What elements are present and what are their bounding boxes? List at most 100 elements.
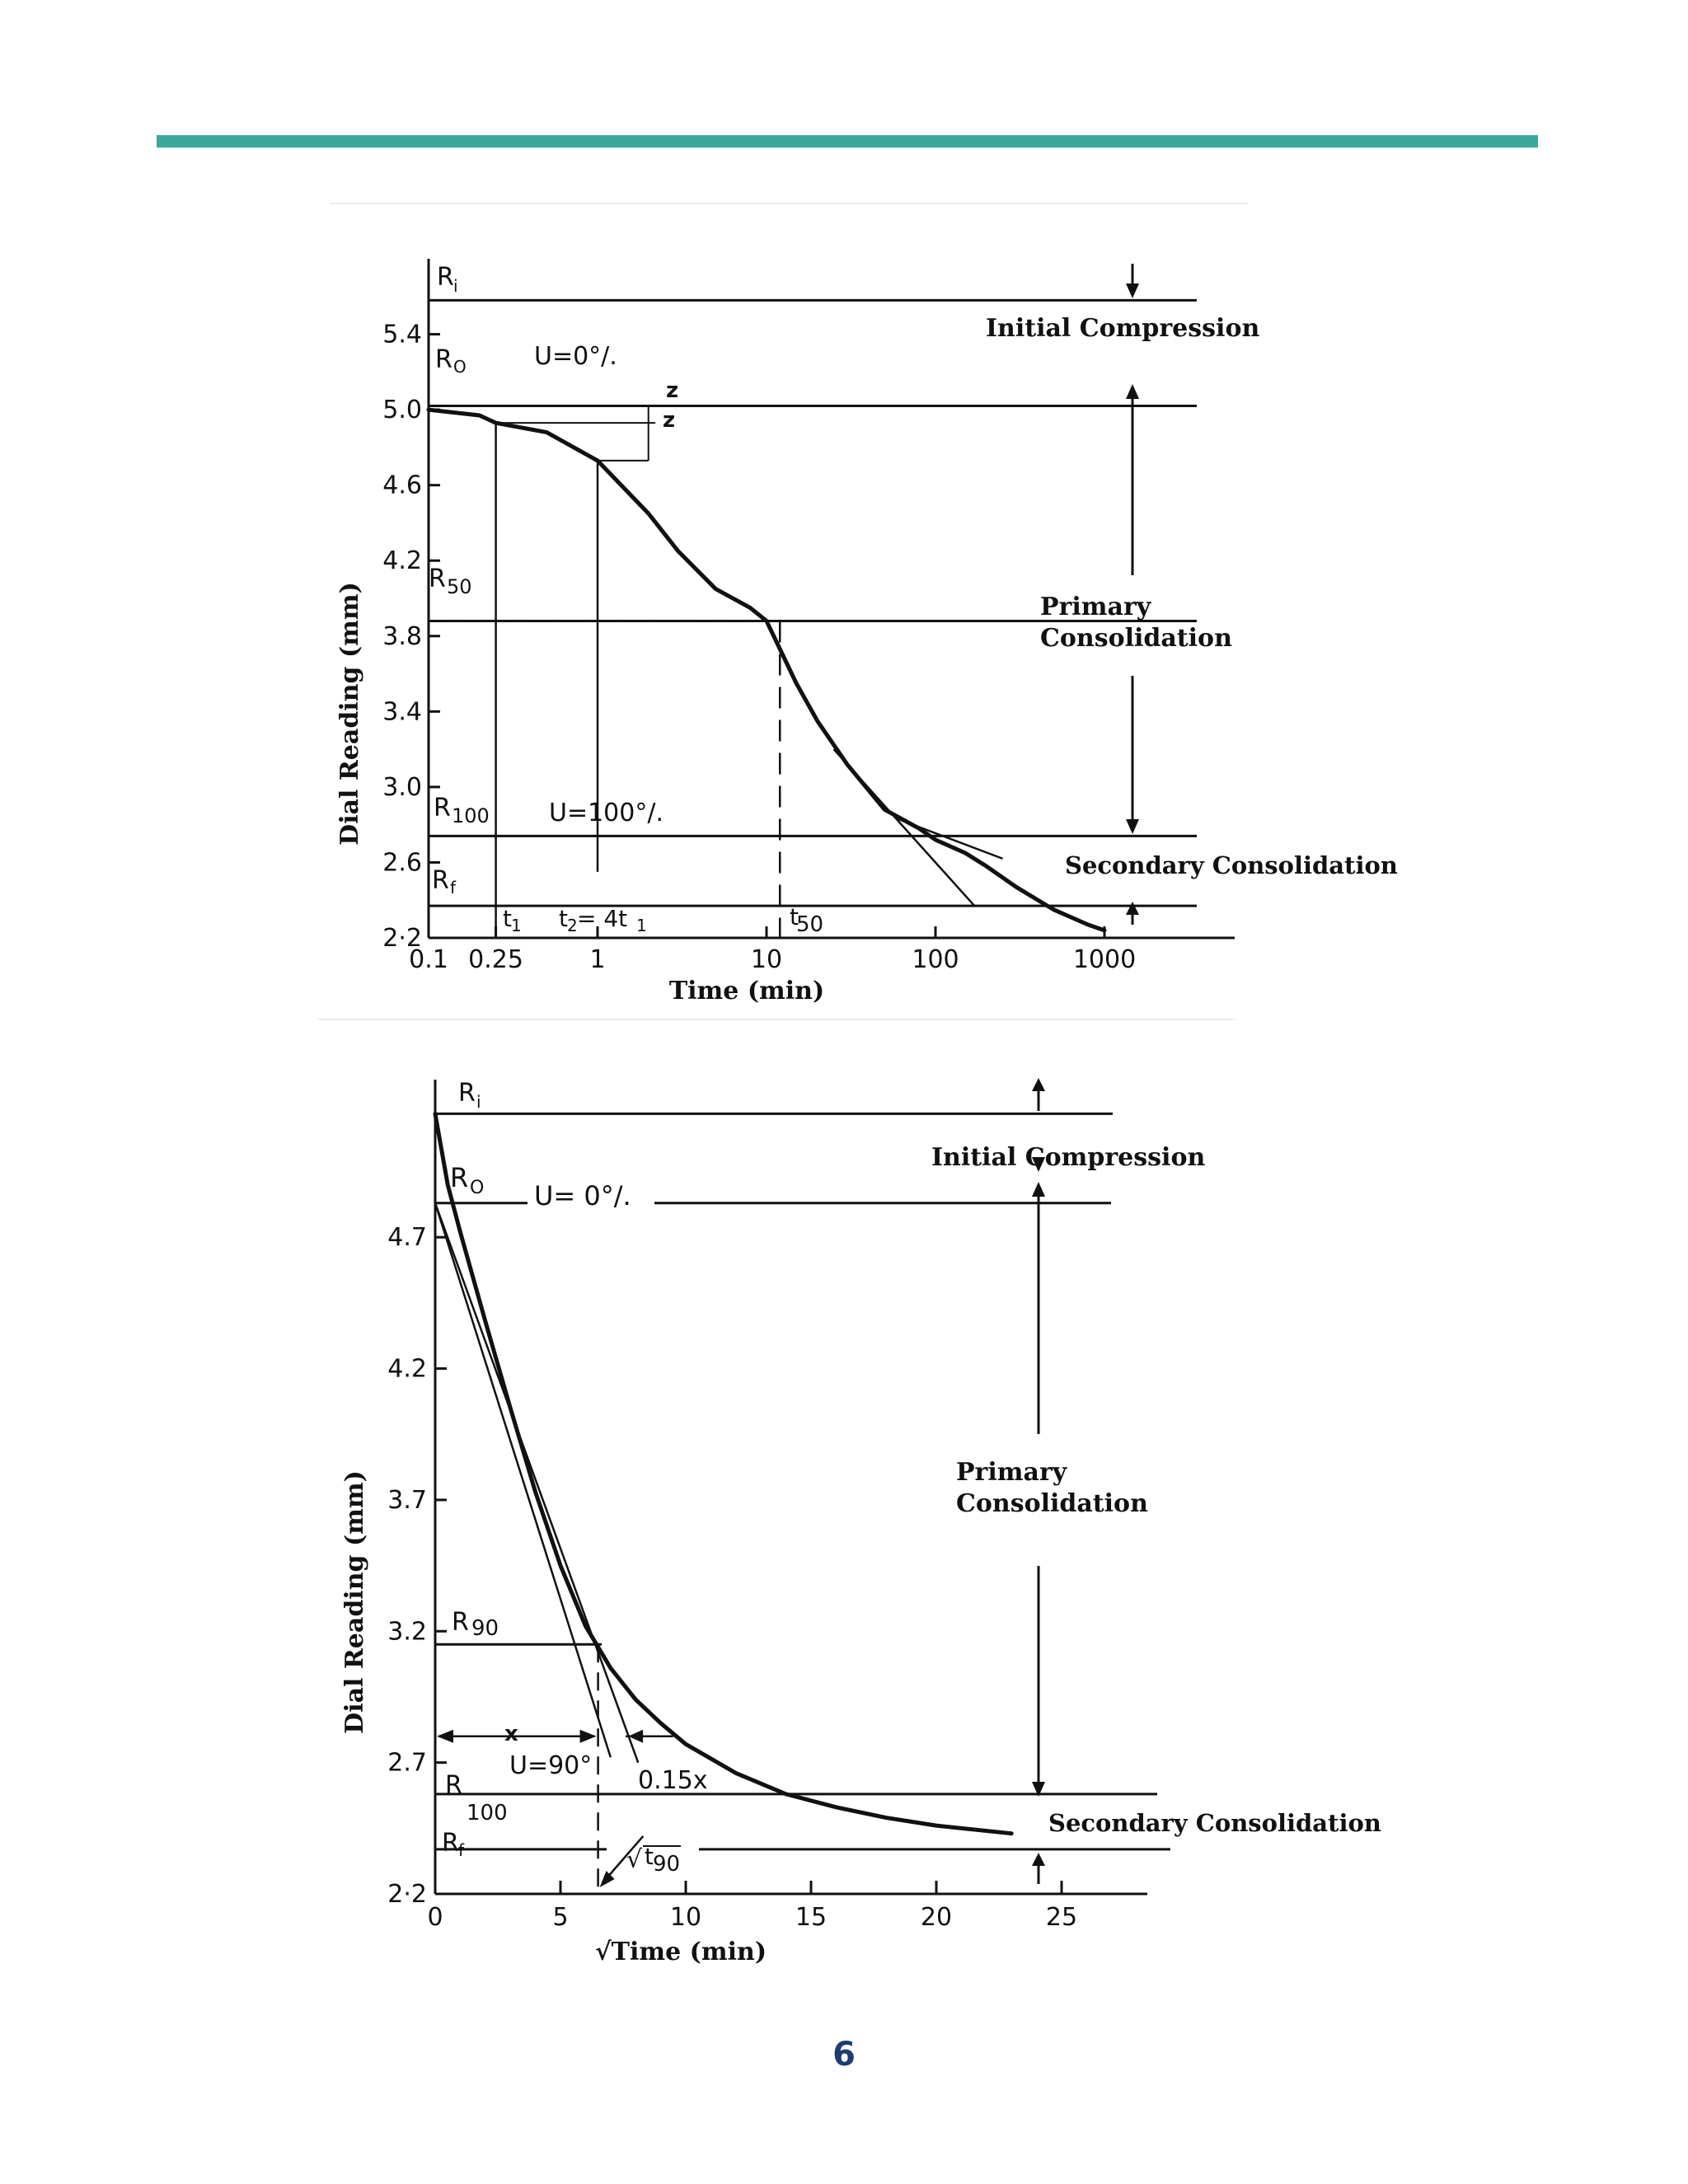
chart2-r90-label: R 90	[452, 1608, 499, 1641]
chart2-initial-tangent	[434, 1202, 612, 1758]
chart1-primary-arrowhead-down	[1126, 819, 1139, 834]
svg-text:R: R	[434, 794, 451, 823]
chart1-y-axis-title: Dial Reading (mm)	[335, 582, 364, 846]
svg-text:O: O	[453, 357, 467, 377]
chart2-015x-arrowhead	[628, 1729, 644, 1743]
svg-text:f: f	[458, 1840, 465, 1860]
chart2-x-tick-label: 5	[552, 1903, 568, 1932]
chart1-x-tick-label: 1	[589, 945, 605, 974]
chart2-consolidation-label: Consolidation	[956, 1489, 1148, 1518]
chart1-x-tick-label: 10	[751, 945, 782, 974]
svg-text:√: √	[626, 1845, 643, 1874]
chart1-initial-compression-label: Initial Compression	[986, 314, 1259, 343]
svg-text:R: R	[437, 263, 454, 292]
chart1-x-tick-label: 1000	[1073, 945, 1136, 974]
chart2-initial-compression-label: Initial Compression	[931, 1143, 1205, 1172]
chart1-r100-label: R 100	[434, 794, 490, 827]
chart1-consolidation-curve	[426, 407, 1107, 933]
chart1-t1-label: t 1	[503, 905, 522, 935]
chart1-y-tick-label: 4.2	[382, 546, 422, 575]
chart2-y-tick-label: 3.2	[387, 1617, 427, 1646]
chart2-primary-label: Primary	[956, 1458, 1068, 1487]
chart1-rf-label: R f	[432, 866, 457, 898]
chart2-offset-line	[434, 1202, 640, 1764]
svg-text:R: R	[435, 345, 452, 374]
svg-text:i: i	[453, 276, 458, 296]
chart1-y-tick-label: 2.6	[382, 848, 422, 877]
casagrande-log-time-chart: 2·2 2.6 3.0 3.4 3.8 4.2 4.6 5.0 5.4 0.1 0.25 1 10 10…	[335, 259, 1398, 1005]
chart1-x-axis-title: Time (min)	[669, 977, 824, 1005]
svg-text:1: 1	[511, 916, 522, 935]
svg-text:R: R	[432, 866, 449, 895]
chart1-t50-label: t 50	[790, 903, 823, 937]
svg-text:R: R	[452, 1608, 469, 1637]
chart1-y-tick-label: 3.0	[382, 773, 422, 802]
chart1-z-label-lower: z	[663, 408, 675, 433]
chart1-ro-label: R O	[435, 345, 467, 377]
chart1-initial-arrowhead	[1126, 284, 1139, 298]
chart2-sqrt-t90-label: √ t 90	[626, 1843, 681, 1877]
chart2-final-arrowhead	[1032, 1853, 1045, 1866]
chart2-y-tick-label: 3.7	[387, 1486, 427, 1515]
chart2-x-label: x	[504, 1722, 518, 1746]
page-number: 6	[832, 2036, 856, 2074]
chart2-y-tick-label: 4.7	[387, 1223, 427, 1252]
chart1-u0-label: U=0°/.	[534, 342, 617, 371]
chart2-secondary-label: Secondary Consolidation	[1048, 1809, 1381, 1837]
svg-text:1: 1	[636, 916, 647, 935]
svg-text:R: R	[458, 1079, 476, 1108]
top-accent-rule	[157, 135, 1538, 148]
svg-text:t: t	[790, 903, 799, 930]
svg-text:t: t	[559, 905, 568, 932]
chart2-015x-label: 0.15x	[638, 1766, 708, 1795]
chart2-x-axis-title: √Time (min)	[595, 1938, 767, 1966]
chart1-primary-label: Primary	[1040, 593, 1152, 621]
chart1-y-tick-label: 5.0	[382, 396, 422, 424]
chart2-primary-arrowhead-down	[1032, 1782, 1045, 1797]
svg-text:t: t	[503, 905, 512, 932]
chart2-rf-label: R f	[442, 1829, 465, 1860]
taylor-root-time-chart: 2·2 2.7 3.2 3.7 4.2 4.7 0 5 10 15 20 25 R i R O	[340, 1078, 1381, 1966]
chart1-x-tick-label: 0.25	[468, 945, 523, 974]
svg-text:100: 100	[452, 804, 490, 827]
chart2-u90-label: U=90°	[509, 1751, 592, 1780]
chart2-x-arrowhead-left	[437, 1729, 453, 1743]
chart2-t90-pointer-head	[599, 1871, 615, 1887]
chart1-y-tick-label: 3.4	[382, 697, 422, 726]
chart1-y-tick-label: 4.6	[382, 471, 422, 500]
svg-text:50: 50	[447, 575, 472, 598]
chart1-u100-label: U=100°/.	[549, 799, 663, 827]
chart2-x-tick-label: 10	[670, 1903, 701, 1932]
svg-text:2: 2	[567, 916, 578, 935]
svg-text:R: R	[442, 1829, 459, 1858]
chart2-consolidation-curve	[433, 1111, 1014, 1836]
chart2-x-tick-label: 25	[1046, 1903, 1077, 1932]
chart2-r100-label: R 100	[445, 1771, 508, 1825]
figure1-frame	[330, 203, 1248, 204]
svg-text:90: 90	[653, 1852, 680, 1877]
chart1-y-tick-label: 5.4	[382, 321, 422, 349]
svg-text:= 4t: = 4t	[577, 905, 627, 932]
chart2-x-tick-label: 0	[427, 1903, 443, 1932]
chart2-x-tick-label: 20	[921, 1903, 952, 1932]
svg-text:t: t	[645, 1843, 654, 1870]
chart1-ri-label: R i	[437, 263, 458, 296]
chart1-secondary-label: Secondary Consolidation	[1065, 851, 1398, 879]
chart1-z-label-upper: z	[666, 378, 678, 403]
chart1-y-tick-label: 2·2	[382, 924, 422, 953]
chart2-ri-label: R i	[458, 1079, 481, 1112]
chart1-consolidation-label: Consolidation	[1040, 624, 1232, 653]
chart1-r50-label: R 50	[429, 565, 472, 598]
chart1-final-arrowhead	[1126, 902, 1139, 915]
chart1-t2-label: t 2 = 4t 1	[559, 905, 647, 935]
svg-text:i: i	[476, 1092, 481, 1112]
chart2-ro-label: R O	[450, 1162, 484, 1198]
chart2-y-tick-label: 2.7	[387, 1749, 427, 1778]
chart2-initial-arrowhead-top	[1032, 1078, 1045, 1091]
svg-text:90: 90	[471, 1616, 499, 1641]
chart2-x-tick-label: 15	[795, 1903, 827, 1932]
chart2-x-arrowhead-right	[579, 1729, 597, 1743]
chart2-y-tick-label: 2·2	[387, 1880, 427, 1909]
svg-text:R: R	[445, 1771, 462, 1800]
